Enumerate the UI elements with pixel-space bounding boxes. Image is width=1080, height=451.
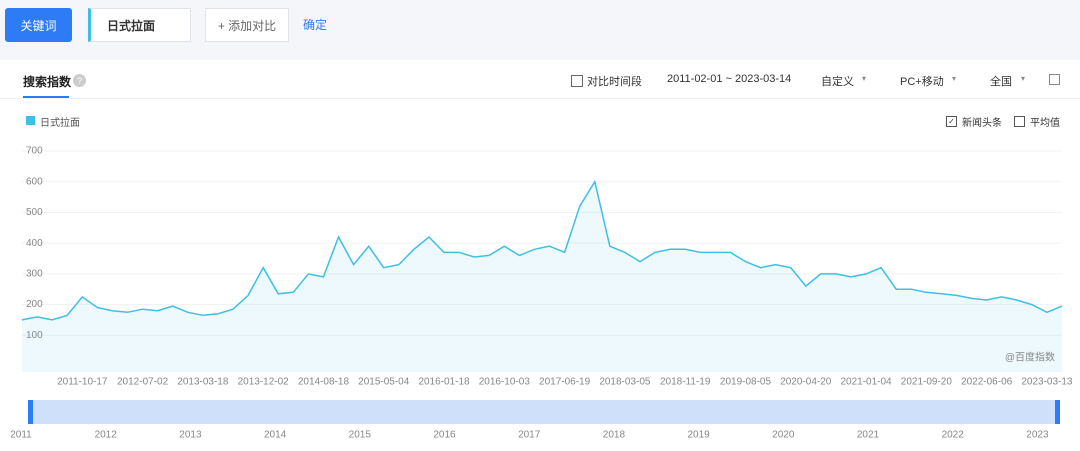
navigator [30,400,1058,424]
year-label: 2021 [857,430,880,441]
help-icon[interactable]: ? [73,74,86,87]
y-tick-label: 300 [26,268,43,279]
watermark: @百度指数 [1005,351,1055,364]
x-tick-label: 2019-08-05 [720,377,772,388]
year-label: 2022 [942,430,965,441]
region[interactable]: 全国 [990,76,1012,88]
x-tick-label: 2021-01-04 [840,377,892,388]
x-tick-label: 2013-12-02 [238,377,290,388]
year-label: 2011 [10,430,32,441]
y-tick-label: 500 [26,207,43,218]
line [21,179,1063,321]
caret: ▾ [862,74,867,83]
area [22,181,1062,372]
device[interactable]: PC+移动 [900,76,944,88]
x-tick-label: 2014-08-18 [298,377,350,388]
y-tick-label: 400 [26,238,43,249]
compare-period[interactable]: 对比时间段 [587,76,642,88]
keyword-input[interactable]: 日式拉面 [88,8,191,42]
y-tick-label: 100 [26,330,43,341]
date-range[interactable]: 2011-02-01 ~ 2023-03-14 [667,73,792,85]
tab-underline [23,96,69,98]
options: ✓ 新闻头条 平均值 [946,114,1060,129]
y-tick-label: 600 [26,176,43,187]
checkbox[interactable] [571,75,583,87]
custom[interactable]: 自定义 [821,76,854,88]
caret: ▾ [952,74,957,83]
option[interactable]: ✓ 新闻头条 [946,114,1002,129]
x-tick-label: 2013-03-18 [177,377,229,388]
export-icon[interactable] [1049,74,1060,85]
legend-label: 日式拉面 [40,118,80,129]
tab[interactable]: 搜索指数 [23,75,72,89]
option[interactable]: 平均值 [1014,114,1060,129]
year-label: 2017 [518,430,541,441]
y-tick-label: 700 [26,146,43,157]
year-label: 2019 [687,430,710,441]
navigator-handle [28,400,33,424]
x-tick-label: 2017-06-19 [539,377,591,388]
x-tick-label: 2022-06-06 [961,377,1013,388]
x-tick-label: 2011-10-17 [57,377,108,388]
x-tick-label: 2015-05-04 [358,377,410,388]
x-tick-label: 2023-03-13 [1021,377,1073,388]
x-tick-label: 2021-09-20 [901,377,953,388]
x-tick-label: 2020-04-20 [780,377,832,388]
x-tick-label: 2016-10-03 [479,377,531,388]
year-label: 2016 [433,430,456,441]
card [0,60,1080,451]
year-label: 2012 [95,430,118,441]
x-tick-label: 2012-07-02 [117,377,169,388]
x-tick-label: 2018-11-19 [660,377,711,388]
y-tick-label: 200 [26,299,43,310]
divider [0,98,1080,99]
legend-swatch [26,116,35,125]
confirm[interactable]: 确定 [303,18,328,32]
year-label: 2018 [603,430,626,441]
year-label: 2013 [179,430,202,441]
option-label: 平均值 [1030,118,1060,129]
navigator-handle [1055,400,1060,424]
caret: ▾ [1021,74,1026,83]
year-label: 2020 [772,430,795,441]
checkbox[interactable] [1014,116,1025,127]
add-compare[interactable]: + 添加对比 [205,8,289,42]
checkbox[interactable]: ✓ [946,116,957,127]
year-label: 2015 [349,430,372,441]
x-tick-label: 2016-01-18 [418,377,470,388]
year-label: 2023 [1026,430,1049,441]
option-label: 新闻头条 [962,118,1002,129]
year-label: 2014 [264,430,287,441]
x-tick-label: 2018-03-05 [599,377,651,388]
keyword-button[interactable]: 关键词 [5,8,72,42]
